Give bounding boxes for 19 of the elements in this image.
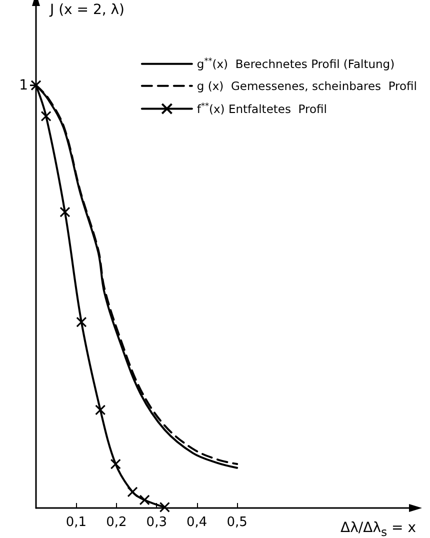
point [139, 494, 150, 506]
x-tick-label: 0,5 [226, 515, 248, 530]
x-tick-label: 0,4 [186, 515, 208, 530]
legend-label: f**(x) Entfaltetes Profil [196, 101, 327, 116]
point [76, 316, 87, 328]
legend-label: g**(x) Berechnetes Profil (Faltung) [196, 56, 395, 71]
y-axis-title: J (x = 2, λ) [49, 2, 125, 18]
legend-label: g (x) Gemessenes, scheinbares Profil [196, 78, 417, 93]
annotation: 1 [19, 77, 28, 94]
point [60, 206, 70, 218]
point [159, 502, 170, 512]
x-tick-label: 0,3 [146, 515, 167, 530]
point [127, 486, 138, 498]
point [40, 110, 52, 122]
x-tick-label: 0,1 [66, 515, 87, 530]
x-tick-label: 0,2 [106, 515, 127, 530]
point [110, 458, 121, 470]
x-axis-title: Δλ/Δλ$_{s}$ = x [340, 520, 416, 538]
point [95, 404, 106, 416]
